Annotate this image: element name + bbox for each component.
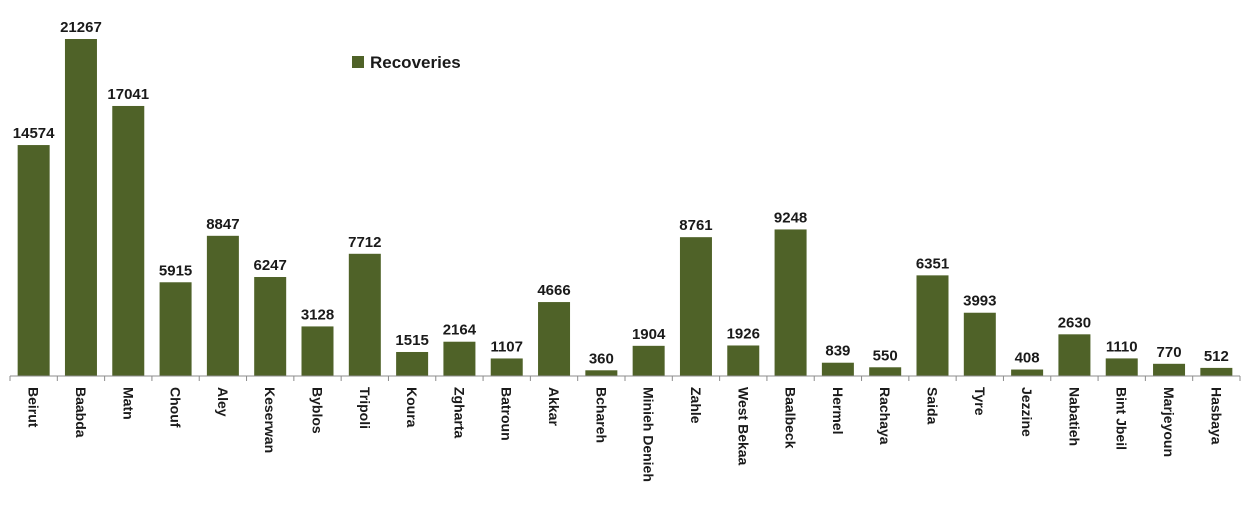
bar-batroun <box>490 358 523 376</box>
value-label-nabatieh: 2630 <box>1058 314 1091 331</box>
value-label-baabda: 21267 <box>60 19 102 36</box>
category-label-baabda: Baabda <box>73 387 89 438</box>
legend-label-recoveries: Recoveries <box>370 53 461 72</box>
bar-rachaya <box>869 367 902 376</box>
category-label-tyre: Tyre <box>972 387 988 416</box>
category-label-byblos: Byblos <box>310 387 326 434</box>
legend: Recoveries <box>352 53 461 72</box>
bar-tyre <box>963 312 996 376</box>
bar-nabatieh <box>1058 334 1091 376</box>
legend-swatch-recoveries <box>352 56 364 68</box>
bar-keserwan <box>254 277 287 376</box>
category-label-koura: Koura <box>404 387 420 428</box>
value-label-akkar: 4666 <box>537 282 570 299</box>
bar-chouf <box>159 282 192 376</box>
bar-bint-jbeil <box>1105 358 1138 376</box>
category-label-chouf: Chouf <box>168 387 184 428</box>
category-label-zahle: Zahle <box>688 387 704 424</box>
x-axis-ticks <box>9 376 1241 381</box>
value-label-byblos: 3128 <box>301 306 334 323</box>
bar-minieh-denieh <box>632 345 665 376</box>
category-label-akkar: Akkar <box>546 387 562 426</box>
bar-matn <box>112 105 145 376</box>
value-label-chouf: 5915 <box>159 262 192 279</box>
category-label-keserwan: Keserwan <box>262 387 278 453</box>
value-label-tripoli: 7712 <box>348 234 381 251</box>
value-label-saida: 6351 <box>916 255 949 272</box>
category-label-minieh-denieh: Minieh Denieh <box>641 387 657 482</box>
bar-koura <box>396 351 429 376</box>
bar-zahle <box>679 237 712 376</box>
value-label-hermel: 839 <box>825 343 850 360</box>
bar-marjeyoun <box>1153 363 1186 376</box>
category-label-saida: Saida <box>925 387 941 425</box>
category-label-zgharta: Zgharta <box>451 387 467 439</box>
value-label-matn: 17041 <box>107 86 149 103</box>
value-label-bchareh: 360 <box>589 350 614 367</box>
category-label-hasbaya: Hasbaya <box>1208 387 1224 445</box>
category-label-bchareh: Bchareh <box>593 387 609 443</box>
bar-baabda <box>64 39 97 376</box>
category-label-rachaya: Rachaya <box>877 387 893 445</box>
bar-baalbeck <box>774 229 807 376</box>
bar-hermel <box>821 362 854 376</box>
category-label-hermel: Hermel <box>830 387 846 434</box>
value-label-minieh-denieh: 1904 <box>632 326 666 343</box>
value-label-jezzine: 408 <box>1015 350 1040 367</box>
value-label-batroun: 1107 <box>490 338 523 355</box>
value-label-keserwan: 6247 <box>254 257 287 274</box>
value-label-west-bekaa: 1926 <box>727 325 760 342</box>
category-label-west-bekaa: West Bekaa <box>735 387 751 466</box>
category-label-baalbeck: Baalbeck <box>783 387 799 449</box>
value-labels-group: 14574 21267 17041 5915 8847 6247 3128 7712 1515 2… <box>13 19 1229 367</box>
bar-saida <box>916 275 949 376</box>
value-label-baalbeck: 9248 <box>774 209 807 226</box>
bar-hasbaya <box>1200 367 1233 376</box>
value-label-beirut: 14574 <box>13 125 55 142</box>
bar-bchareh <box>585 370 618 376</box>
bar-beirut <box>17 145 50 376</box>
value-label-zgharta: 2164 <box>443 322 477 339</box>
bar-tripoli <box>348 253 381 376</box>
category-label-tripoli: Tripoli <box>357 387 373 429</box>
category-label-jezzine: Jezzine <box>1019 387 1035 437</box>
bar-jezzine <box>1011 369 1044 376</box>
value-label-koura: 1515 <box>395 332 428 349</box>
value-label-tyre: 3993 <box>963 293 996 310</box>
value-label-bint-jbeil: 1110 <box>1106 338 1138 355</box>
category-label-nabatieh: Nabatieh <box>1066 387 1082 446</box>
category-label-beirut: Beirut <box>26 387 42 428</box>
category-label-marjeyoun: Marjeyoun <box>1161 387 1177 457</box>
category-label-aley: Aley <box>215 387 231 417</box>
value-label-hasbaya: 512 <box>1204 348 1229 365</box>
value-label-marjeyoun: 770 <box>1157 344 1182 361</box>
bars-group <box>17 39 1233 376</box>
bar-zgharta <box>443 341 476 376</box>
category-label-batroun: Batroun <box>499 387 515 441</box>
category-labels-group: Beirut Baabda Matn Chouf Aley Keserwan Byblos T… <box>26 387 1225 482</box>
bar-west-bekaa <box>727 345 760 376</box>
bar-aley <box>206 235 239 376</box>
category-label-matn: Matn <box>120 387 136 420</box>
value-label-aley: 8847 <box>206 216 239 233</box>
category-label-bint-jbeil: Bint Jbeil <box>1114 387 1130 450</box>
value-label-rachaya: 550 <box>873 347 898 364</box>
bar-akkar <box>538 302 571 376</box>
value-label-zahle: 8761 <box>679 217 712 234</box>
bar-byblos <box>301 326 334 376</box>
